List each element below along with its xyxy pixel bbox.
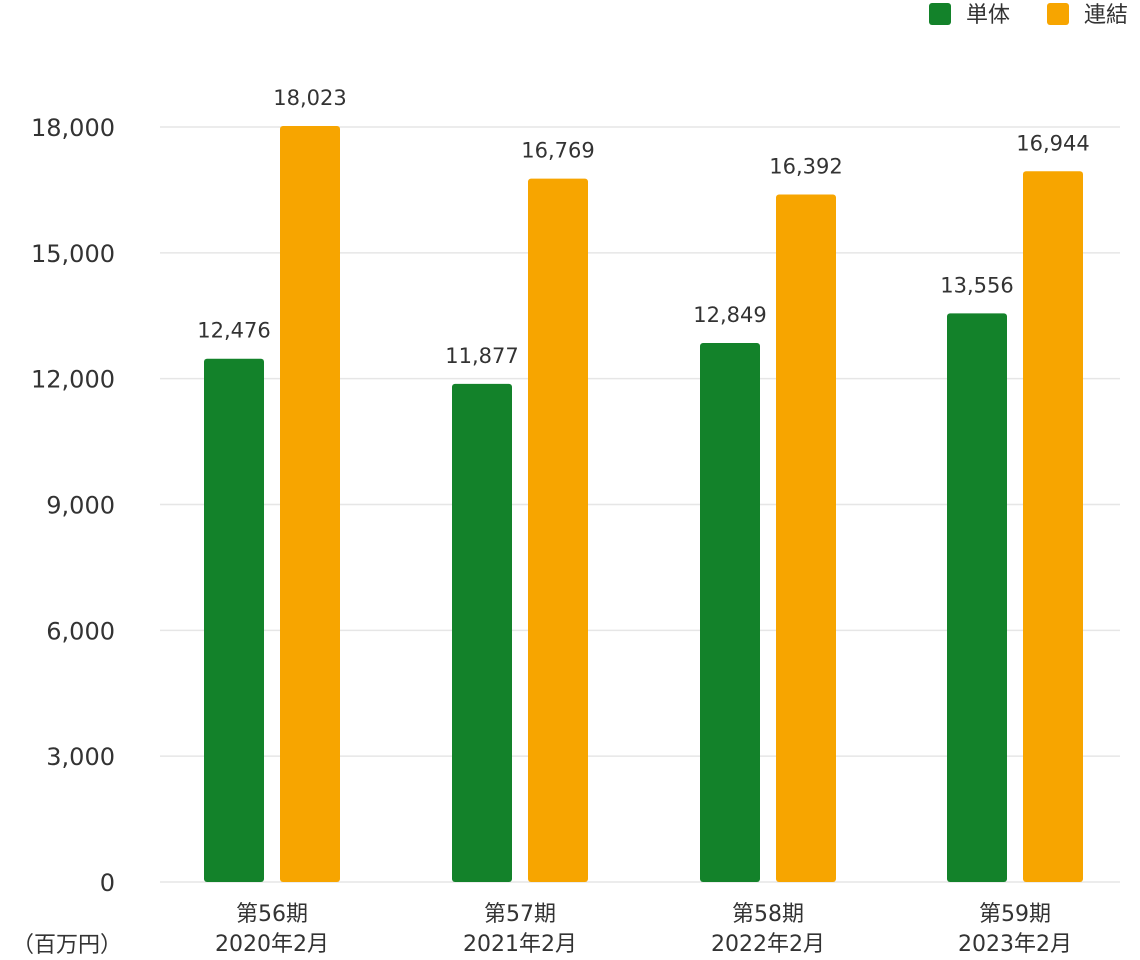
x-category-label: 第57期 [484,902,556,927]
bar-single [700,343,760,882]
y-tick-label: 18,000 [31,114,115,142]
data-label: 16,769 [521,139,594,163]
y-tick-label: 3,000 [46,743,115,771]
x-category-sublabel: 2021年2月 [463,932,577,957]
bar-consolidated [280,126,340,882]
y-tick-label: 9,000 [46,492,115,520]
bar-single [204,358,264,882]
x-category-sublabel: 2023年2月 [958,932,1072,957]
data-label: 16,944 [1016,131,1089,155]
y-axis-ticks: 0 3,000 6,000 9,000 12,000 15,000 18,000 [31,114,115,897]
data-label: 16,392 [769,154,842,178]
x-axis-labels: 第56期 2020年2月 第57期 2021年2月 第58期 2022年2月 第59期 202… [215,902,1072,957]
data-label: 12,849 [693,303,766,327]
unit-label: （百万円） [12,933,122,958]
x-category-label: 第56期 [236,902,308,927]
y-tick-label: 0 [100,869,115,897]
x-category-label: 第58期 [732,902,804,927]
legend-label: 単体 [966,3,1010,28]
legend-swatch [1047,3,1069,25]
bar-consolidated [776,194,836,883]
legend: 単体 連結 [929,3,1128,28]
bars [204,126,1083,883]
x-category-sublabel: 2020年2月 [215,932,329,957]
bar-consolidated [1023,171,1083,882]
y-tick-label: 6,000 [46,617,115,645]
bar-consolidated [528,178,588,882]
data-labels: 12,476 18,023 11,877 16,769 12,849 16,392 13,5… [197,86,1089,368]
bar-single [452,383,512,882]
data-label: 11,877 [445,344,518,368]
x-category-label: 第59期 [979,902,1051,927]
legend-label: 連結 [1084,3,1128,28]
bar-single [947,313,1007,882]
legend-swatch [929,3,951,25]
x-category-sublabel: 2022年2月 [711,932,825,957]
data-label: 18,023 [273,86,346,110]
data-label: 12,476 [197,319,270,343]
y-tick-label: 12,000 [31,366,115,394]
data-label: 13,556 [940,273,1013,297]
y-tick-label: 15,000 [31,240,115,268]
